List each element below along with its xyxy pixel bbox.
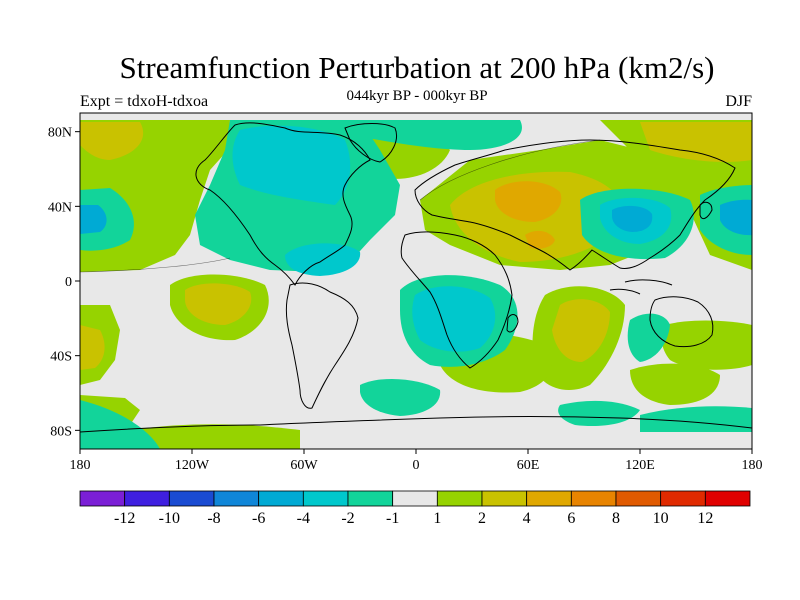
contour-positive-core-asia [495,181,562,222]
contour-negative-atlantic-south [360,378,441,416]
experiment-label: Expt = tdxoH-tdxoa [80,93,209,110]
contour-negative-asia-pacific-inner [612,205,653,232]
lat-tick-label: 40S [50,350,72,365]
colorbar-swatch [481,490,528,507]
latitude-ticks: 80N 40N 0 40S 80S [48,126,80,439]
colorbar-label: 8 [612,510,620,527]
contour-positive-strong-east-pacific [185,283,252,325]
lon-tick-label: 180 [742,458,763,473]
contour-positive-west-pacific [661,320,752,370]
coast-indonesia [609,279,673,295]
season-label: DJF [725,93,752,110]
contour-negative-sh-pacific [80,400,160,449]
colorbar-swatch [436,490,483,507]
map-panel [80,113,752,449]
colorbar-label: -2 [341,510,354,527]
zero-contours [80,139,601,273]
contour-positive-strong-indian [552,299,610,362]
contour-positive-strong-south-pacific [80,325,105,370]
coastlines [80,122,752,433]
contour-positive-australia-south [630,363,720,405]
coast-madagascar [506,314,519,333]
plot-subtitle: 044kyr BP - 000kyr BP [346,88,488,104]
contour-positive-core-india [525,230,555,249]
plot-title: Streamfunction Perturbation at 200 hPa (… [119,50,715,85]
longitude-ticks: 180 120W 60W 0 60E 120E 180 [70,449,763,473]
colorbar-label: -6 [252,510,265,527]
lon-tick-label: 0 [413,458,420,473]
colorbar-swatch [615,490,662,507]
contour-negative-west-pacific-n [80,188,134,251]
colorbar-swatch [392,490,438,507]
colorbar-label: 4 [523,510,531,527]
lat-tick-label: 40N [48,200,72,215]
coast-australia [649,296,714,348]
colorbar-label: 2 [478,510,486,527]
contour-positive-southern-ocean [130,424,300,449]
colorbar-swatch [213,490,260,507]
colorbar-swatch [168,490,215,507]
colorbar-swatch [347,490,394,507]
colorbar-swatch [124,490,170,507]
colorbar-swatch [79,490,126,507]
coast-north-america [195,122,371,286]
lon-tick-label: 120W [175,458,210,473]
colorbar-label: 10 [653,510,669,527]
contour-line-1 [80,257,231,273]
coast-africa [400,231,513,369]
colorbar-swatch [258,490,304,507]
contour-negative-indian-south [627,313,670,362]
colorbar-label: 6 [567,510,575,527]
lat-tick-label: 80S [50,424,72,439]
lat-tick-label: 0 [65,275,72,290]
colorbar-label: -8 [207,510,220,527]
contour-negative-south-indian [558,400,640,427]
colorbar-label: -12 [114,510,135,527]
contour-line-2 [419,139,601,201]
contour-positive-strong-ne-pacific [640,122,752,162]
contour-negative-arctic [300,120,522,150]
lon-tick-label: 60W [290,458,318,473]
lat-tick-label: 80N [48,126,72,141]
contour-negative-ocean-south [640,406,752,432]
colorbar-swatch [302,490,349,507]
lon-tick-label: 60E [517,458,540,473]
colorbar-label: 1 [433,510,441,527]
colorbar-swatch [526,490,572,507]
coast-antarctica [80,416,752,433]
lon-tick-label: 180 [70,458,91,473]
colorbar-label: 12 [697,510,713,527]
coast-south-america [285,282,359,409]
colorbar-swatch [704,490,751,507]
contour-positive-strong-pacific-n [80,122,144,160]
coast-greenland [344,123,397,163]
colorbar-swatch [570,490,617,507]
colorbar-label: -10 [159,510,180,527]
colorbar: -12 -10 -8 -6 -4 -2 -1 1 2 4 6 8 10 12 [79,490,751,527]
colorbar-swatch [660,490,706,507]
lon-tick-label: 120E [625,458,655,473]
contour-negative-west-pacific-n-core [80,205,107,234]
coast-japan [699,201,713,220]
contour-negative-atlantic-core [232,125,351,205]
colorbar-label: -4 [297,510,310,527]
contour-negative-africa-core [412,286,496,352]
contour-negative-pacific-east-core [720,199,752,236]
coast-europe-asia [414,139,736,271]
colorbar-label: -1 [386,510,399,527]
